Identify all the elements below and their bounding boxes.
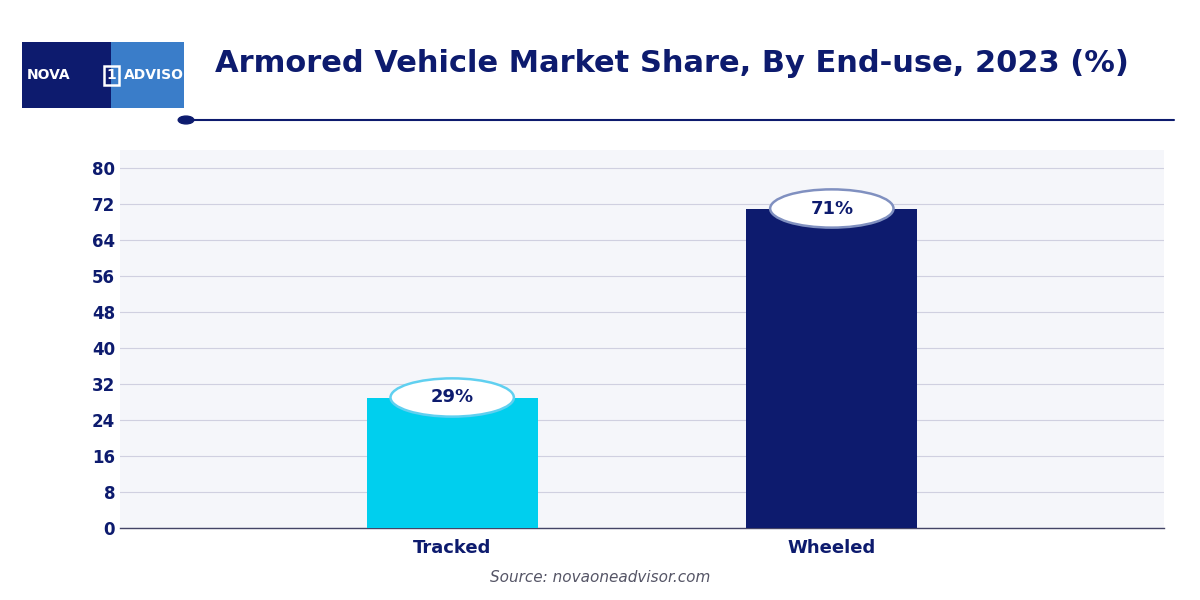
FancyBboxPatch shape [22, 42, 110, 108]
Ellipse shape [770, 190, 894, 227]
Text: Source: novaoneadvisor.com: Source: novaoneadvisor.com [490, 570, 710, 585]
Text: NOVA: NOVA [26, 68, 70, 82]
Text: 29%: 29% [431, 389, 474, 407]
Text: ADVISOR: ADVISOR [124, 68, 194, 82]
Ellipse shape [390, 379, 514, 416]
Text: Armored Vehicle Market Share, By End-use, 2023 (%): Armored Vehicle Market Share, By End-use… [215, 49, 1129, 77]
Text: 1: 1 [107, 68, 116, 82]
FancyBboxPatch shape [110, 42, 184, 108]
Text: 71%: 71% [810, 199, 853, 217]
Bar [746, 208, 917, 528]
Bar [367, 397, 538, 528]
